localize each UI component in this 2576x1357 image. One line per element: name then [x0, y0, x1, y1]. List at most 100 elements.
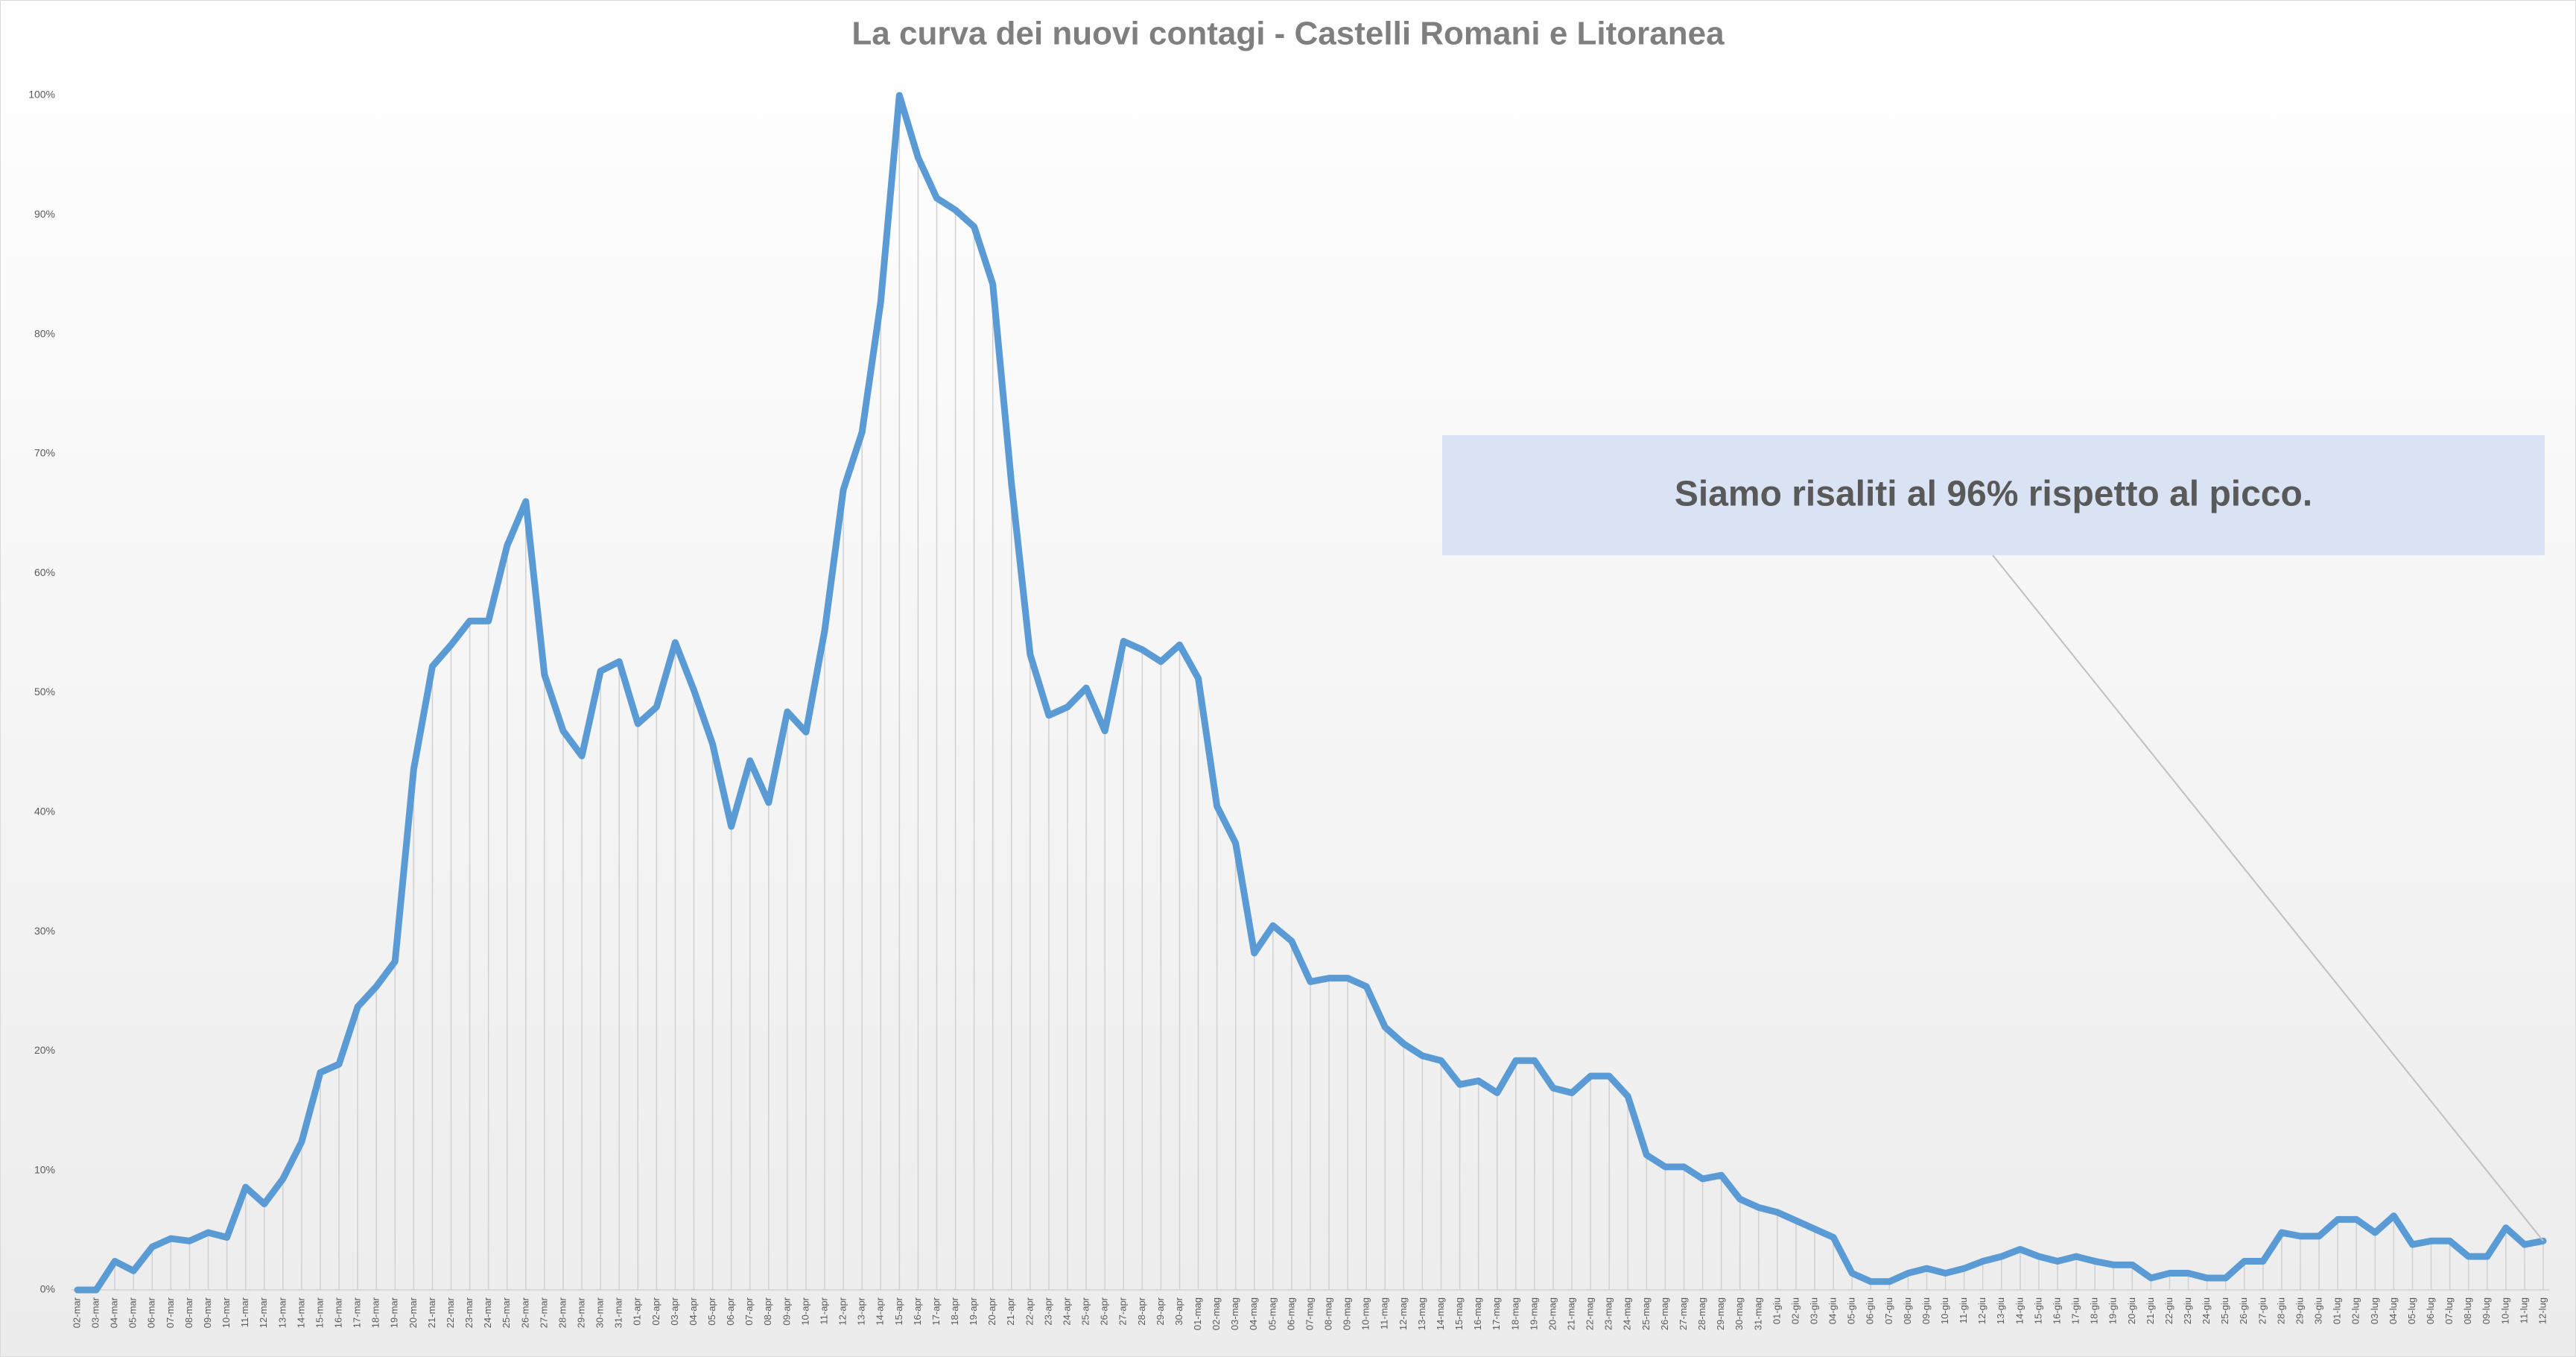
x-tick-label: 23-giu: [2182, 1297, 2193, 1324]
x-tick-label: 26-apr: [1099, 1297, 1110, 1325]
x-tick-label: 20-giu: [2126, 1297, 2137, 1324]
x-tick-label: 30-giu: [2313, 1297, 2324, 1324]
x-tick-label: 22-mag: [1584, 1297, 1596, 1330]
x-tick-label: 10-lug: [2499, 1297, 2510, 1324]
y-tick-label: 80%: [34, 327, 55, 339]
x-tick-label: 03-apr: [669, 1297, 680, 1325]
x-tick-label: 03-mar: [90, 1297, 101, 1328]
x-tick-label: 29-giu: [2294, 1297, 2305, 1324]
x-tick-label: 26-mag: [1659, 1297, 1670, 1330]
x-tick-label: 04-mar: [109, 1297, 120, 1328]
x-tick-label: 09-mag: [1342, 1297, 1353, 1330]
x-tick-label: 19-giu: [2107, 1297, 2119, 1324]
x-tick-label: 15-apr: [893, 1297, 904, 1325]
x-tick-label: 31-mag: [1752, 1297, 1763, 1330]
x-tick-label: 07-apr: [743, 1297, 755, 1325]
y-tick-label: 10%: [34, 1163, 55, 1175]
x-tick-label: 14-apr: [875, 1297, 886, 1325]
x-tick-label: 09-apr: [781, 1297, 792, 1325]
x-tick-label: 21-mar: [426, 1297, 437, 1328]
x-tick-label: 28-mag: [1696, 1297, 1707, 1330]
x-tick-label: 28-giu: [2275, 1297, 2286, 1324]
x-tick-label: 03-lug: [2369, 1297, 2380, 1324]
x-tick-label: 03-giu: [1808, 1297, 1819, 1324]
x-tick-label: 08-lug: [2462, 1297, 2473, 1324]
y-tick-label: 90%: [34, 208, 55, 220]
x-tick-label: 06-mar: [146, 1297, 157, 1328]
x-tick-label: 26-mar: [519, 1297, 530, 1328]
x-tick-label: 21-mag: [1565, 1297, 1576, 1330]
x-tick-label: 01-mag: [1192, 1297, 1203, 1330]
x-tick-label: 31-mar: [613, 1297, 624, 1328]
x-tick-label: 15-mar: [314, 1297, 325, 1328]
x-tick-label: 15-mag: [1453, 1297, 1465, 1330]
x-tick-label: 11-lug: [2518, 1297, 2529, 1323]
y-tick-label: 20%: [34, 1044, 55, 1056]
x-tick-label: 24-giu: [2201, 1297, 2212, 1324]
x-tick-label: 02-lug: [2350, 1297, 2361, 1324]
x-tick-label: 29-mag: [1715, 1297, 1726, 1330]
x-tick-label: 02-apr: [650, 1297, 662, 1325]
x-tick-label: 01-apr: [632, 1297, 643, 1325]
x-tick-label: 02-mag: [1211, 1297, 1222, 1330]
x-tick-label: 28-mar: [556, 1297, 568, 1328]
x-tick-label: 16-giu: [2051, 1297, 2062, 1324]
x-tick-label: 30-apr: [1173, 1297, 1184, 1325]
x-tick-label: 23-mag: [1603, 1297, 1614, 1330]
x-tick-label: 23-mar: [463, 1297, 475, 1328]
x-tick-label: 06-lug: [2425, 1297, 2436, 1324]
x-tick-label: 08-mag: [1323, 1297, 1334, 1330]
x-tick-label: 25-mar: [501, 1297, 512, 1328]
x-tick-label: 09-mar: [202, 1297, 213, 1328]
x-tick-label: 22-apr: [1024, 1297, 1035, 1325]
x-tick-label: 17-mar: [352, 1297, 363, 1328]
x-tick-label: 30-mar: [594, 1297, 606, 1328]
x-tick-label: 14-giu: [2014, 1297, 2025, 1324]
x-tick-label: 20-mag: [1546, 1297, 1558, 1330]
x-tick-label: 10-mar: [221, 1297, 232, 1328]
y-tick-label: 0%: [40, 1283, 55, 1295]
x-tick-label: 12-apr: [837, 1297, 848, 1325]
x-tick-label: 07-mag: [1304, 1297, 1315, 1330]
y-tick-label: 60%: [34, 566, 55, 578]
x-tick-label: 20-apr: [986, 1297, 997, 1325]
x-tick-label: 19-mag: [1528, 1297, 1539, 1330]
x-tick-label: 05-apr: [706, 1297, 717, 1325]
x-tick-label: 25-apr: [1080, 1297, 1091, 1325]
x-tick-label: 12-giu: [1976, 1297, 1987, 1324]
x-tick-label: 24-mag: [1622, 1297, 1633, 1330]
x-tick-label: 14-mar: [295, 1297, 306, 1328]
x-tick-label: 30-mag: [1733, 1297, 1745, 1330]
x-tick-label: 27-apr: [1117, 1297, 1129, 1325]
x-tick-label: 16-apr: [912, 1297, 923, 1325]
y-tick-label: 40%: [34, 806, 55, 817]
x-tick-label: 02-giu: [1789, 1297, 1801, 1324]
x-tick-label: 15-giu: [2032, 1297, 2043, 1324]
x-tick-label: 04-apr: [688, 1297, 699, 1325]
x-tick-label: 27-mag: [1678, 1297, 1689, 1330]
x-tick-label: 13-mag: [1416, 1297, 1427, 1330]
x-tick-label: 10-apr: [799, 1297, 810, 1325]
x-tick-label: 18-mar: [370, 1297, 381, 1328]
x-tick-label: 09-giu: [1920, 1297, 1932, 1324]
x-tick-label: 25-giu: [2219, 1297, 2230, 1324]
x-tick-label: 23-apr: [1042, 1297, 1053, 1325]
series-line: [74, 92, 2547, 1294]
x-tick-label: 04-giu: [1827, 1297, 1839, 1324]
x-tick-label: 08-giu: [1902, 1297, 1913, 1324]
x-tick-label: 12-mag: [1398, 1297, 1409, 1330]
y-tick-label: 100%: [28, 89, 55, 101]
x-tick-label: 06-apr: [725, 1297, 736, 1325]
x-tick-label: 05-mag: [1266, 1297, 1278, 1330]
x-tick-label: 08-apr: [762, 1297, 773, 1325]
x-tick-label: 27-giu: [2256, 1297, 2268, 1324]
x-tick-label: 05-lug: [2406, 1297, 2417, 1324]
x-tick-label: 18-mag: [1509, 1297, 1520, 1330]
x-tick-label: 11-mar: [239, 1297, 250, 1327]
x-tick-label: 01-giu: [1771, 1297, 1782, 1324]
x-tick-label: 11-apr: [818, 1297, 829, 1324]
x-tick-label: 19-mar: [389, 1297, 400, 1328]
